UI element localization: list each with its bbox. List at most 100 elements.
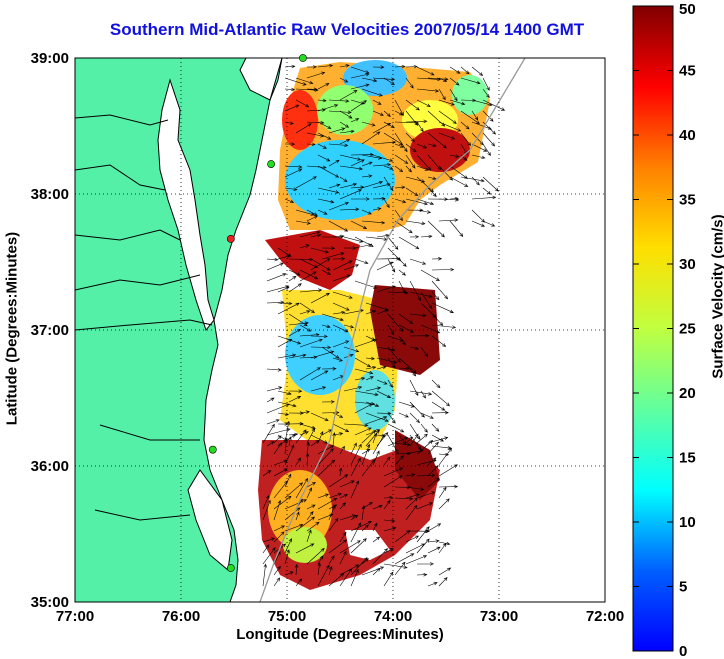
velocity-arrow	[405, 493, 420, 499]
velocity-arrow	[438, 99, 455, 106]
velocity-arrow	[365, 412, 389, 422]
velocity-arrow	[299, 431, 309, 436]
velocity-arrow	[299, 324, 312, 332]
velocity-arrow	[438, 110, 457, 124]
velocity-arrow	[405, 473, 416, 477]
velocity-arrow	[438, 121, 462, 132]
velocity-arrow	[299, 367, 321, 381]
x-tick-label: 72:00	[586, 608, 624, 625]
velocity-arrow	[372, 183, 391, 189]
velocity-arrow	[306, 215, 318, 222]
velocity-arrow	[405, 535, 420, 543]
velocity-arrow	[427, 441, 439, 455]
velocity-arrow	[394, 64, 406, 69]
velocity-arrow	[431, 324, 457, 329]
velocity-arrow	[350, 538, 367, 554]
station-marker	[267, 160, 275, 168]
velocity-arrow	[394, 154, 409, 164]
velocity-arrow	[306, 521, 320, 532]
velocity-arrow	[354, 243, 372, 249]
velocity-arrow	[394, 455, 404, 466]
velocity-arrow	[354, 376, 366, 381]
velocity-arrow	[288, 269, 301, 276]
velocity-arrow	[372, 110, 384, 116]
velocity-arrow	[266, 386, 283, 392]
velocity-arrow	[471, 143, 488, 152]
velocity-arrow	[273, 499, 282, 521]
velocity-arrow	[339, 90, 358, 101]
velocity-arrow	[438, 132, 456, 140]
velocity-arrow	[332, 432, 344, 436]
velocity-arrow	[299, 302, 315, 313]
velocity-arrow	[288, 389, 303, 393]
velocity-arrow	[427, 132, 447, 149]
velocity-arrow	[350, 480, 359, 499]
velocity-arrow	[288, 421, 304, 426]
velocity-arrow	[328, 555, 335, 565]
velocity-arrow	[339, 189, 362, 200]
velocity-arrow	[361, 505, 366, 521]
velocity-arrow	[420, 291, 433, 310]
velocity-arrow	[310, 292, 331, 304]
velocity-arrow	[295, 457, 301, 466]
velocity-arrow	[394, 185, 406, 190]
velocity-arrow	[295, 516, 316, 532]
velocity-arrow	[405, 99, 420, 111]
velocity-arrow	[372, 65, 385, 69]
velocity-arrow	[372, 154, 394, 162]
velocity-arrow	[449, 196, 459, 201]
velocity-arrow	[427, 581, 438, 587]
velocity-arrow	[416, 526, 430, 543]
velocity-arrow	[288, 328, 302, 337]
velocity-arrow	[394, 110, 404, 116]
velocity-arrow	[277, 422, 289, 426]
velocity-arrow	[383, 563, 408, 569]
velocity-arrow	[471, 110, 479, 121]
velocity-arrow	[383, 198, 390, 209]
velocity-arrow	[416, 433, 428, 444]
velocity-arrow	[405, 77, 414, 89]
shelf-contour	[259, 58, 526, 602]
velocity-arrow	[449, 88, 458, 102]
velocity-arrow	[288, 276, 297, 282]
velocity-arrow	[427, 539, 440, 543]
velocity-arrow	[438, 447, 453, 466]
velocity-arrow	[372, 433, 385, 455]
velocity-arrow	[409, 433, 419, 447]
velocity-arrow	[387, 346, 401, 363]
velocity-arrow	[387, 290, 409, 295]
velocity-arrow	[409, 333, 430, 338]
velocity-arrow	[409, 280, 421, 302]
velocity-arrow	[288, 436, 292, 447]
velocity-arrow	[431, 401, 446, 411]
velocity-arrow	[277, 286, 290, 293]
velocity-arrow	[306, 71, 326, 79]
colorbar-tick-label: 45	[679, 63, 696, 80]
velocity-arrow	[306, 87, 318, 91]
velocity-arrow	[288, 432, 299, 437]
velocity-arrow	[427, 523, 442, 532]
x-axis-label: Longitude (Degrees:Minutes)	[236, 626, 444, 643]
velocity-arrow	[416, 88, 440, 93]
velocity-arrow	[288, 395, 302, 403]
velocity-arrow	[387, 437, 409, 447]
velocity-arrow	[295, 99, 310, 108]
velocity-arrow	[299, 269, 319, 280]
velocity-arrow	[321, 367, 337, 371]
velocity-arrow	[449, 165, 468, 179]
velocity-arrow	[328, 143, 349, 148]
velocity-arrow	[273, 565, 281, 576]
velocity-arrow	[416, 440, 434, 455]
velocity-arrow	[317, 143, 327, 149]
velocity-arrow	[310, 412, 329, 421]
velocity-arrow	[365, 376, 374, 381]
stations	[208, 54, 307, 572]
velocity-arrow	[427, 465, 439, 477]
velocity-arrow	[284, 507, 301, 521]
velocity-arrow	[317, 165, 340, 178]
velocity-arrow	[427, 143, 437, 147]
velocity-arrow	[338, 467, 343, 477]
velocity-arrow	[383, 165, 394, 170]
colorbar-tick-label: 20	[679, 385, 696, 402]
velocity-arrow	[310, 233, 322, 238]
